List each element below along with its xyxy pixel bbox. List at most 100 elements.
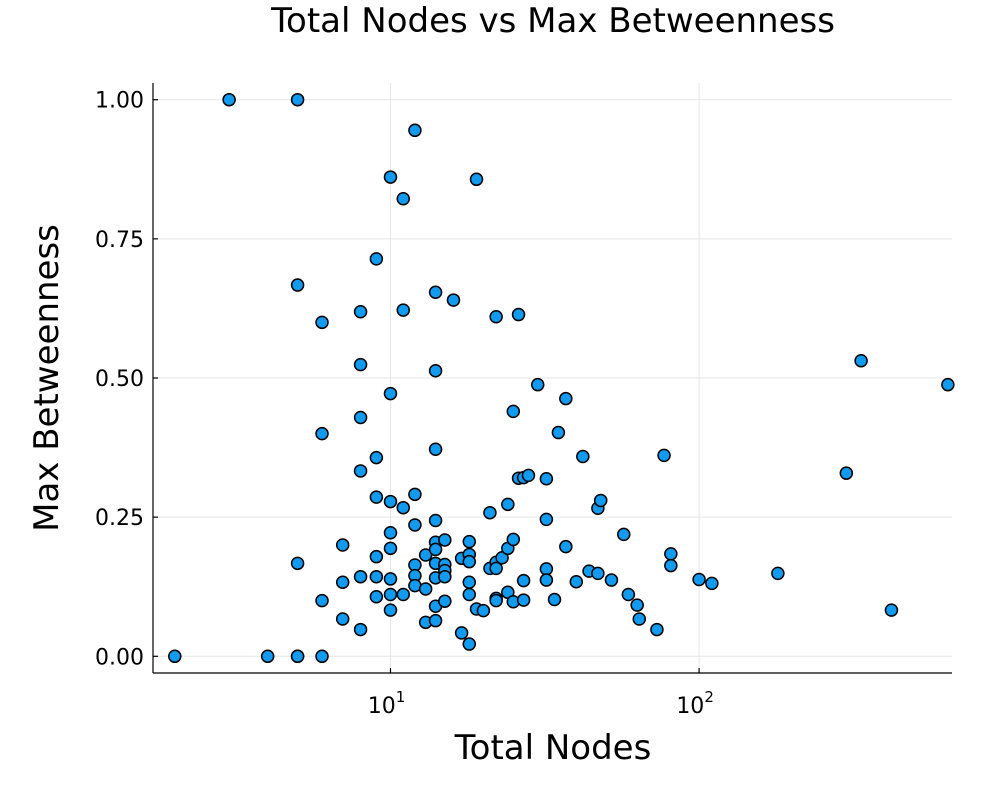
data-point [630,598,644,612]
data-point [290,556,305,571]
data-point [591,566,605,581]
data-point [353,305,368,319]
data-point [315,315,329,330]
data-point [396,500,411,515]
data-point [396,303,411,317]
data-point [489,310,503,324]
data-point [632,612,647,626]
data-point [438,533,452,547]
data-point [369,569,384,584]
data-point [290,92,305,107]
data-point [428,285,443,300]
x-tick-label-base: 10 [676,694,704,719]
data-point [539,471,554,486]
y-tick-label: 0.75 [95,228,144,253]
data-point [383,603,398,617]
y-ticks: 0.00 0.25 0.50 0.75 1.00 [95,89,158,670]
data-point [353,357,368,372]
data-point [604,573,619,587]
data-point [428,513,443,528]
y-tick-label: 0.00 [95,645,144,670]
data-point [664,558,678,573]
data-point [335,575,350,590]
data-point [462,587,477,602]
data-point [428,613,443,628]
data-point [569,574,584,589]
data-point [260,649,275,664]
x-ticks: 101 102 [368,668,714,719]
data-point [369,549,384,564]
data-point [418,582,433,596]
data-point [408,487,422,502]
x-tick-label-base: 10 [368,694,396,719]
data-point [559,539,573,554]
data-point [369,450,384,465]
data-point [539,562,554,576]
data-point [650,622,664,637]
data-point [501,497,515,512]
data-point [446,293,461,307]
data-point [511,307,526,322]
data-point [621,587,636,602]
data-point [383,494,398,509]
data-point [521,468,536,483]
data-point [506,532,521,547]
data-points [168,92,955,664]
data-point [462,637,477,651]
data-point [539,512,554,527]
data-point [516,573,531,588]
x-tick-label-exponent: 1 [396,688,406,706]
data-point [489,561,503,576]
grid-lines [153,83,952,673]
x-tick-label: 102 [676,688,714,719]
data-point [664,547,678,561]
data-point [428,542,443,557]
x-tick-label: 101 [368,688,406,719]
data-point [222,92,236,107]
data-point [462,575,477,590]
x-tick-label-exponent: 2 [704,688,714,706]
data-point [616,527,631,542]
data-point [854,353,868,368]
data-point [539,573,554,587]
data-point [469,172,484,187]
data-point [547,592,562,607]
data-point [593,493,608,508]
data-point [408,123,422,138]
data-point [438,594,452,608]
data-point [315,593,329,608]
y-tick-label: 1.00 [95,89,144,114]
data-point [383,525,398,540]
y-tick-label: 0.25 [95,506,144,531]
data-point [353,622,368,637]
data-point [516,593,531,607]
data-point [692,572,706,587]
data-point [454,626,469,640]
data-point [530,377,545,392]
data-point [290,278,305,292]
data-point [369,589,384,604]
data-point [383,572,398,586]
data-point [383,541,398,556]
x-axis-label: Total Nodes [454,728,652,768]
data-point [335,612,350,626]
data-point [657,448,671,463]
data-point [396,192,411,206]
data-point [559,391,573,406]
data-point [551,425,566,440]
y-tick-label: 0.50 [95,367,144,392]
data-point [335,538,350,552]
data-point [428,442,443,456]
data-point [383,386,398,401]
data-point [941,377,955,392]
y-axis-label: Max Betweenness [27,224,67,532]
data-point [396,587,411,602]
data-point [290,649,305,664]
data-point [428,364,443,378]
data-point [438,569,452,584]
data-point [476,603,491,618]
data-point [353,464,368,478]
data-point [408,518,422,532]
data-point [168,649,182,664]
